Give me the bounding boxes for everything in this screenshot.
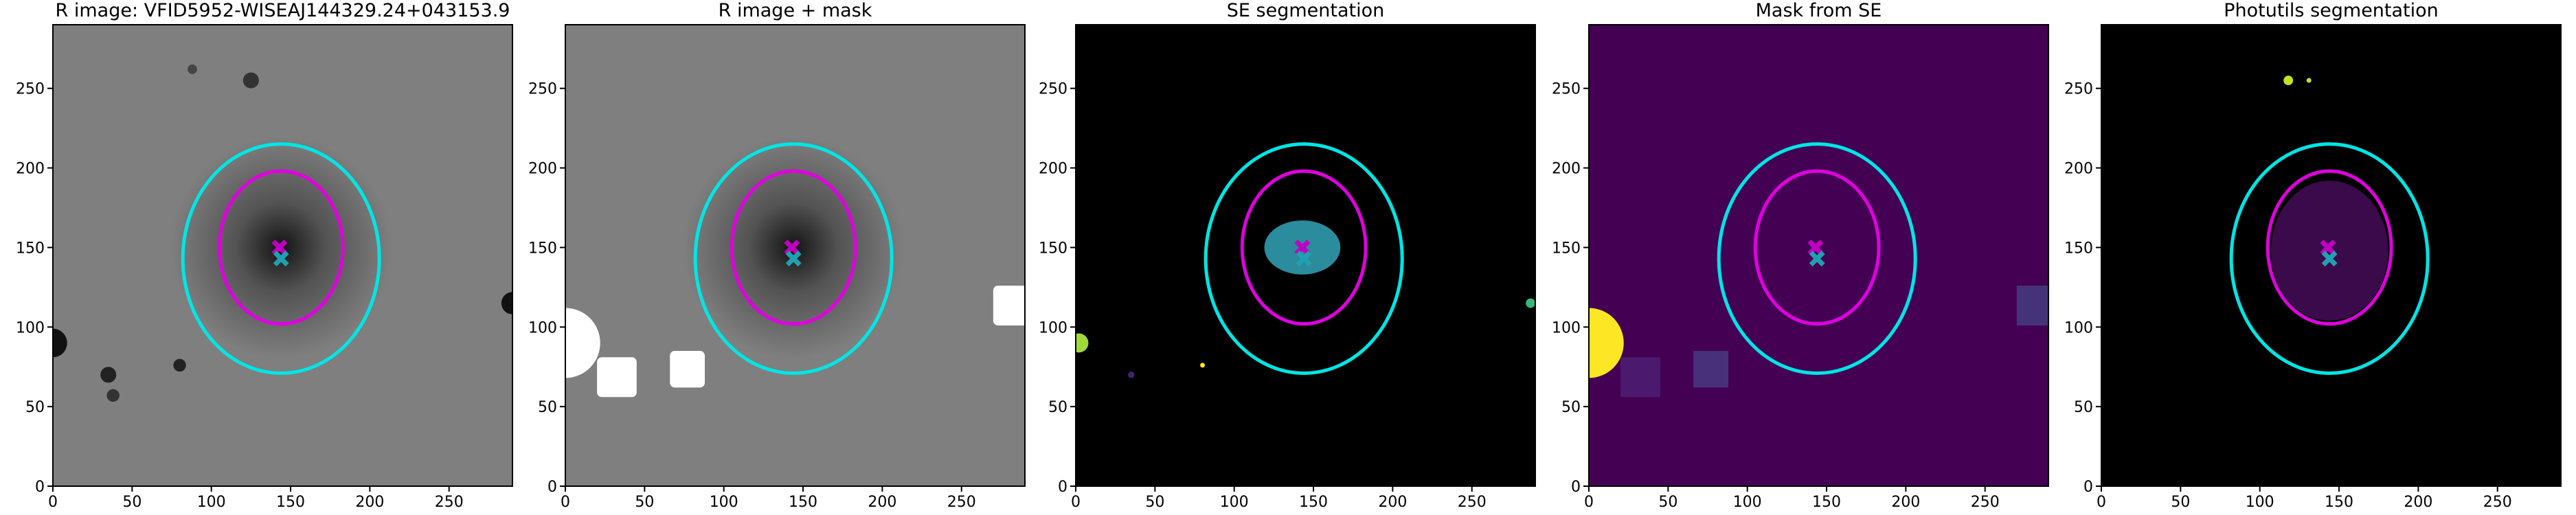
x-tick-label: 200 bbox=[2404, 494, 2432, 511]
y-tick-label: 200 bbox=[1039, 161, 1067, 178]
center-marker bbox=[1296, 251, 1312, 267]
center-marker bbox=[785, 251, 802, 267]
x-tick-label: 0 bbox=[561, 494, 570, 511]
center-marker bbox=[273, 251, 289, 267]
x-tick-label: 200 bbox=[868, 494, 896, 511]
aperture-ellipse bbox=[181, 142, 381, 375]
x-tick-label: 200 bbox=[1891, 494, 1920, 511]
y-tick-label: 50 bbox=[1561, 399, 1581, 416]
y-tick-label: 150 bbox=[528, 240, 557, 257]
x-tick-label: 100 bbox=[1220, 494, 1249, 511]
x-tick-label: 250 bbox=[435, 494, 464, 511]
axes-frame bbox=[1588, 24, 2049, 487]
center-marker bbox=[2321, 251, 2338, 267]
y-tick-label: 250 bbox=[1552, 81, 1581, 98]
y-tick-label: 100 bbox=[1039, 319, 1067, 336]
y-tick-label: 150 bbox=[2064, 240, 2093, 257]
y-tick-label: 0 bbox=[547, 479, 557, 496]
y-tick-label: 50 bbox=[538, 399, 557, 416]
aperture-ellipse bbox=[2229, 142, 2430, 375]
aperture-ellipse bbox=[730, 169, 857, 326]
y-tick-label: 250 bbox=[1039, 81, 1067, 98]
x-tick-label: 100 bbox=[710, 494, 738, 511]
center-marker bbox=[1809, 251, 1825, 267]
aperture-ellipse bbox=[1240, 169, 1368, 326]
y-tick-label: 0 bbox=[1058, 479, 1067, 496]
x-tick-label: 0 bbox=[48, 494, 58, 511]
x-tick-label: 250 bbox=[1458, 494, 1487, 511]
x-tick-label: 250 bbox=[947, 494, 976, 511]
y-tick-label: 50 bbox=[1048, 399, 1067, 416]
y-tick-label: 0 bbox=[35, 479, 45, 496]
y-tick-label: 200 bbox=[16, 161, 45, 178]
x-tick-label: 150 bbox=[1812, 494, 1841, 511]
y-tick-label: 250 bbox=[16, 81, 45, 98]
y-tick-label: 250 bbox=[2064, 81, 2093, 98]
x-tick-label: 250 bbox=[2483, 494, 2512, 511]
panel-title: Photutils segmentation bbox=[2224, 0, 2439, 21]
axes-frame bbox=[565, 24, 1026, 487]
x-tick-label: 50 bbox=[1145, 494, 1164, 511]
y-tick-label: 0 bbox=[2083, 479, 2093, 496]
x-tick-label: 50 bbox=[1658, 494, 1677, 511]
panel-title: R image + mask bbox=[719, 0, 872, 21]
image-area bbox=[1589, 24, 2049, 486]
x-tick-label: 0 bbox=[2097, 494, 2106, 511]
center-marker bbox=[1807, 239, 1824, 255]
y-tick-label: 100 bbox=[528, 319, 557, 336]
x-tick-label: 250 bbox=[1971, 494, 2000, 511]
y-tick-label: 150 bbox=[1552, 240, 1581, 257]
y-tick-label: 200 bbox=[528, 161, 557, 178]
x-tick-label: 150 bbox=[2325, 494, 2353, 511]
aperture-ellipse bbox=[217, 169, 345, 326]
image-area bbox=[565, 24, 1026, 486]
x-tick-label: 100 bbox=[197, 494, 226, 511]
x-tick-label: 200 bbox=[1378, 494, 1407, 511]
aperture-ellipse bbox=[1717, 142, 1917, 375]
aperture-ellipse bbox=[1753, 169, 1881, 326]
x-tick-label: 0 bbox=[1071, 494, 1081, 511]
x-tick-label: 50 bbox=[2171, 494, 2190, 511]
x-tick-label: 50 bbox=[635, 494, 654, 511]
center-marker bbox=[271, 239, 288, 255]
y-tick-label: 100 bbox=[2064, 319, 2093, 336]
axes-frame bbox=[2101, 24, 2562, 487]
aperture-ellipse bbox=[693, 142, 894, 375]
y-tick-label: 150 bbox=[1039, 240, 1067, 257]
panel-title: SE segmentation bbox=[1227, 0, 1384, 21]
x-tick-label: 150 bbox=[789, 494, 817, 511]
panel-title: R image: VFID5952-WISEAJ144329.24+043153… bbox=[56, 0, 510, 21]
center-marker bbox=[1294, 239, 1311, 255]
center-marker bbox=[784, 239, 800, 255]
center-marker bbox=[2320, 239, 2336, 255]
y-tick-label: 200 bbox=[2064, 161, 2093, 178]
y-tick-label: 50 bbox=[25, 399, 45, 416]
x-tick-label: 150 bbox=[1299, 494, 1328, 511]
y-tick-label: 200 bbox=[1552, 161, 1581, 178]
axes-frame bbox=[52, 24, 513, 487]
x-tick-label: 150 bbox=[276, 494, 305, 511]
x-tick-label: 100 bbox=[1733, 494, 1762, 511]
panel-title: Mask from SE bbox=[1756, 0, 1882, 21]
y-tick-label: 250 bbox=[528, 81, 557, 98]
aperture-ellipse bbox=[2266, 169, 2393, 326]
y-tick-label: 0 bbox=[1571, 479, 1581, 496]
y-tick-label: 100 bbox=[16, 319, 45, 336]
x-tick-label: 200 bbox=[355, 494, 384, 511]
x-tick-label: 0 bbox=[1584, 494, 1594, 511]
aperture-ellipse bbox=[1204, 142, 1404, 375]
x-tick-label: 100 bbox=[2246, 494, 2274, 511]
x-tick-label: 50 bbox=[122, 494, 142, 511]
axes-frame bbox=[1075, 24, 1536, 487]
y-tick-label: 150 bbox=[16, 240, 45, 257]
y-tick-label: 100 bbox=[1552, 319, 1581, 336]
y-tick-label: 50 bbox=[2074, 399, 2093, 416]
